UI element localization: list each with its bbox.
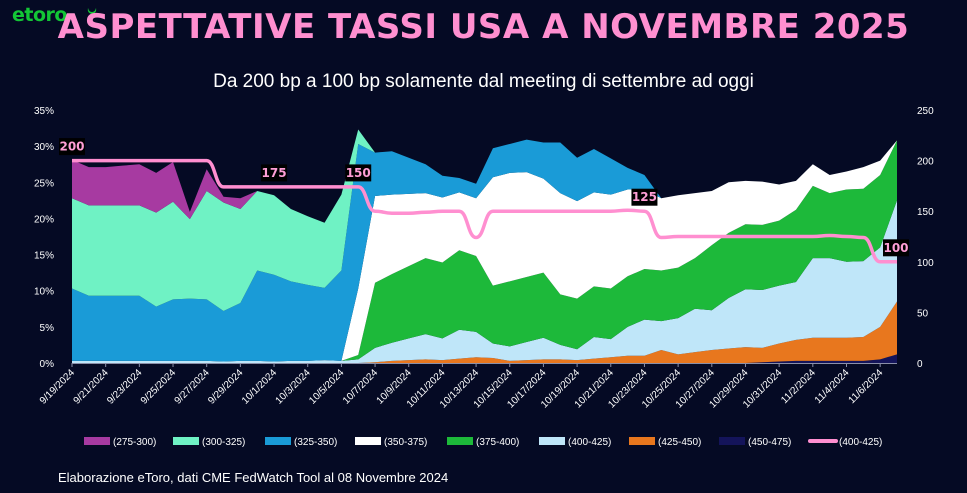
annotation-box [261,164,288,182]
area-series-325-350 [72,139,897,362]
x-tick-label: 11/6/2024 [847,367,886,406]
y-right-tick-label: 150 [917,207,934,218]
annotation-175: 175 [261,164,288,182]
y-right-tick-label: 50 [917,308,929,319]
annotation-label: 100 [883,241,908,255]
x-tick-label: 9/23/2024 [105,367,145,407]
x-tick-label: 10/7/2024 [341,367,381,407]
legend-item: (450-475) [719,437,791,448]
x-tick-label: 11/2/2024 [779,367,818,406]
y-left-tick-label: 15% [34,251,54,262]
legend-swatch [355,437,381,445]
legend-swatch [629,437,655,445]
y-left-tick-label: 0% [40,359,55,370]
y-right-tick-label: 200 [917,157,934,168]
annotation-label: 150 [346,166,371,180]
legend-swatch [447,437,473,445]
area-series-300-325 [72,129,897,311]
y-right-tick-label: 100 [917,258,934,269]
annotation-label: 125 [632,190,657,204]
chart-title: ASPETTATIVE TASSI USA A NOVEMBRE 2025 [57,7,910,47]
y-right-tick-label: 0 [917,359,923,370]
area-layer [72,129,897,363]
y-left-tick-label: 35% [34,106,54,117]
line-layer [72,158,897,264]
annotation-label: 175 [262,166,287,180]
legend-label: (300-325) [202,437,245,448]
line-series-fedfunds-midpoint [72,158,897,264]
legend-item: (325-350) [265,437,337,448]
legend-swatch [719,437,745,445]
y-left-tick-label: 10% [34,287,54,298]
legend-label: (350-375) [384,437,427,448]
legend-swatch [84,437,110,445]
legend-swatch [173,437,199,445]
x-tick-label: 9/25/2024 [139,367,179,407]
y-right-tick-label: 250 [917,106,934,117]
annotation-200: 200 [59,138,85,156]
source-note: Elaborazione eToro, dati CME FedWatch To… [58,470,449,485]
legend-item: (275-300) [84,437,156,448]
legend-item: (375-400) [447,437,519,448]
legend-label: (275-300) [113,437,156,448]
legend-label: (325-350) [294,437,337,448]
annotation-100: 100 [883,239,909,257]
area-series-350-375 [72,140,897,362]
chart-subtitle: Da 200 bp a 100 bp solamente dal meeting… [213,71,754,92]
y-left-tick-label: 20% [34,214,54,225]
annotation-layer: 200 175 150 125 100 [59,138,909,257]
x-tick-label: 10/3/2024 [274,367,314,407]
y-axis-left: 0% 5% 10% 15% 20% 25% 30% 35% [34,106,54,370]
annotation-label: 200 [59,140,84,154]
x-tick-label: 9/19/2024 [38,367,78,407]
legend-label: (425-450) [658,437,701,448]
legend-label: (450-475) [748,437,791,448]
legend-label: (400-425) [839,437,882,448]
area-series-375-400 [72,140,897,362]
x-tick-label: 11/4/2024 [813,367,852,406]
annotation-box [883,239,909,257]
y-left-tick-label: 5% [40,323,55,334]
x-tick-label: 10/1/2024 [240,367,280,407]
x-axis: 9/19/20249/21/20249/23/20249/25/20249/27… [38,363,897,411]
y-left-tick-label: 25% [34,178,54,189]
x-tick-label: 10/5/2024 [307,367,347,407]
x-tick-label: 9/21/2024 [72,367,112,407]
annotation-box [631,188,658,206]
legend-swatch [539,437,565,445]
legend-item: (425-450) [629,437,701,448]
legend-item: (350-375) [355,437,427,448]
legend-label: (400-425) [568,437,611,448]
legend-swatch [265,437,291,445]
etoro-logo: etoro [12,4,67,26]
annotation-box [59,138,85,156]
annotation-150: 150 [345,164,372,182]
annotation-125: 125 [631,188,658,206]
bull-horns-icon [87,8,97,14]
legend-item: (400-425) [808,437,882,448]
y-axis-right: 0 50 100 150 200 250 [917,106,934,370]
legend-label: (375-400) [476,437,519,448]
legend-item: (300-325) [173,437,245,448]
y-left-tick-label: 30% [34,142,54,153]
area-series-400-425 [72,200,897,363]
legend: (275-300) (300-325) (325-350) (350-375) (375… [84,437,882,448]
area-series-450-475 [72,354,897,363]
x-tick-label: 9/29/2024 [206,367,246,407]
x-tick-label: 9/27/2024 [173,367,213,407]
area-series-425-450 [72,301,897,363]
annotation-box [345,164,372,182]
legend-item: (400-425) [539,437,611,448]
